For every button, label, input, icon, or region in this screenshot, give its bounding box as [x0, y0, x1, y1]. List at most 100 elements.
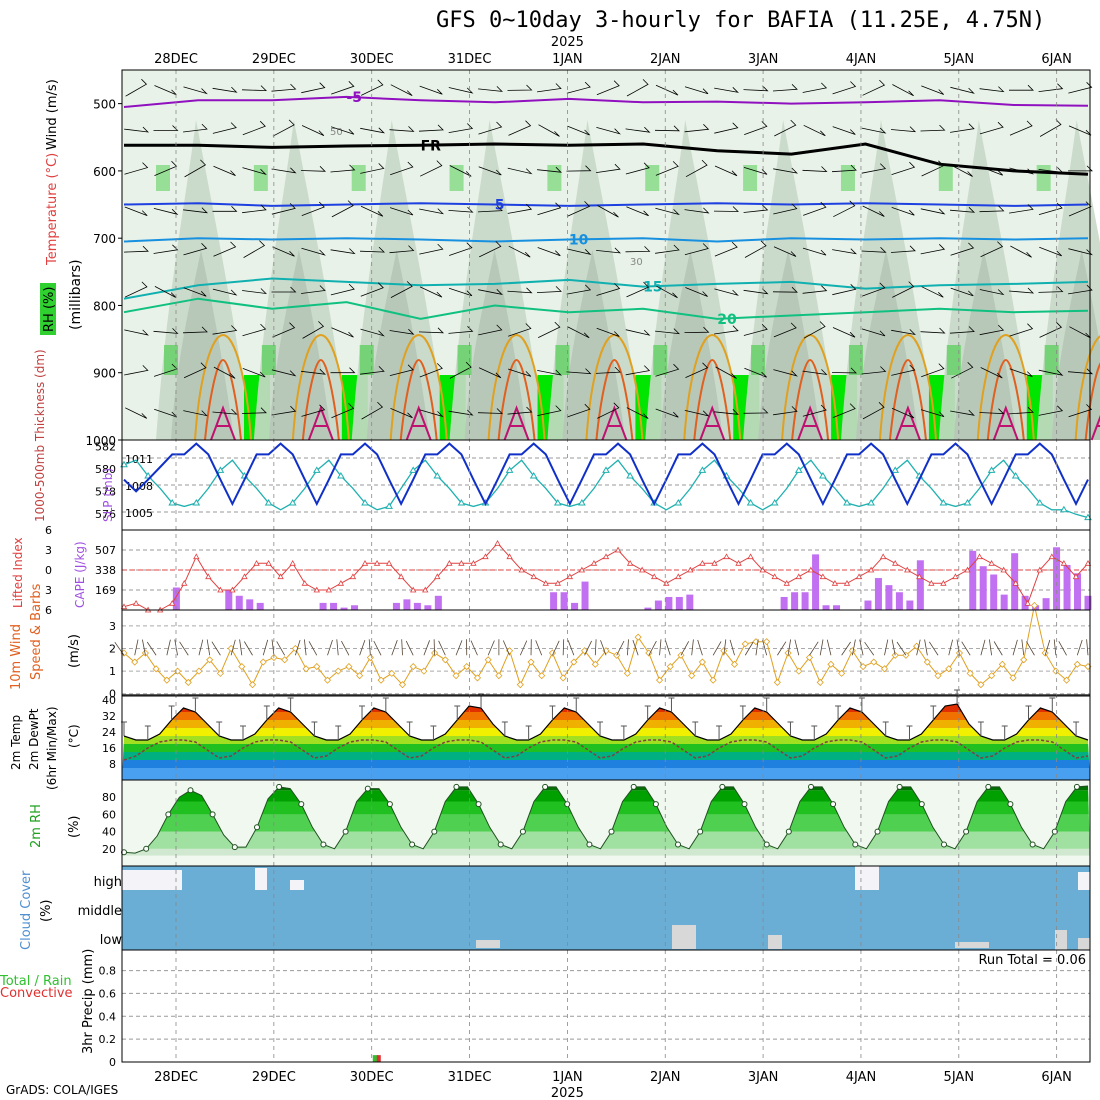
wind-barb [212, 122, 237, 134]
wind-barb [478, 86, 503, 92]
wind-barb [301, 404, 326, 417]
rh-series-line [123, 785, 1089, 854]
rh-point [896, 783, 903, 790]
wind-speed-point [730, 660, 739, 668]
hot-isotherm-plume-3 [497, 358, 536, 441]
rh-mid-patch-0 [156, 165, 170, 191]
wind-barb [271, 286, 297, 293]
surface-wind-barb [239, 639, 243, 656]
cape-bar [812, 554, 820, 610]
warm-isotherm-plume-0 [194, 333, 252, 441]
wind-barb [1008, 287, 1035, 294]
wind-barb [1068, 165, 1093, 172]
rh-point [630, 783, 637, 790]
temp-band-18 [122, 736, 1090, 744]
wind-barb [921, 363, 945, 378]
surface-max-marker-2 [405, 405, 432, 441]
surface-wind-barb [961, 641, 971, 656]
wind-barb [743, 167, 768, 175]
wind-barb [272, 246, 295, 257]
wind-barb [803, 201, 827, 216]
rh-moist-patch-2 [359, 345, 374, 375]
wind-barb [744, 367, 767, 378]
rh-point [985, 783, 992, 790]
wind-barb [507, 167, 533, 175]
wind-speed-point [452, 672, 460, 680]
wind-barb [478, 324, 503, 336]
li-point [422, 586, 429, 593]
li-point [699, 560, 706, 566]
wind-barb [123, 245, 149, 253]
rh-contour-label-30: 30 [630, 257, 643, 268]
wind-speed-point [977, 681, 985, 689]
wind-barb [536, 286, 562, 293]
li-point [301, 580, 308, 586]
bottom-date-label: 30DEC [350, 1070, 394, 1085]
rh-moist-patch-0 [164, 345, 178, 375]
thickness-point [843, 499, 851, 506]
cape-tick-507: 507 [95, 544, 116, 557]
cape-bar [1042, 598, 1050, 610]
surface-wind-barb [1026, 641, 1035, 656]
cape-bar [571, 602, 579, 610]
wind-speed-point [216, 669, 224, 677]
wind-barb [567, 125, 590, 136]
wind-speed-point [248, 681, 257, 689]
ylabel-speed-barbs: Speed & Barbs [29, 583, 44, 680]
wind-barb [655, 363, 680, 377]
cape-bar [434, 595, 442, 610]
wind-barb [124, 281, 148, 298]
wind-barb [154, 85, 177, 96]
hot-isotherm-plume-2 [399, 358, 438, 441]
top-date-label: 28DEC [154, 52, 198, 67]
cape-bar [225, 589, 233, 610]
cape-bar [864, 600, 872, 610]
cape-bar [874, 578, 882, 610]
wind-barb [271, 167, 297, 174]
wind-speed-point [420, 667, 428, 675]
wind-barb [862, 282, 886, 297]
surface-wind-barb [948, 639, 953, 656]
wind-barb [892, 84, 914, 97]
ylabel-2m-dewpt: 2m DewPt [27, 708, 41, 770]
grads-credit: GrADS: COLA/IGES [6, 1083, 119, 1097]
surface-wind-barb [712, 641, 722, 656]
wind-speed-point [709, 676, 717, 684]
li-point [952, 573, 959, 580]
li-point [602, 553, 610, 560]
surface-wind-barb [487, 640, 495, 656]
cape-bar [990, 574, 998, 610]
wind-barb [743, 85, 769, 92]
top-date-label: 29DEC [252, 52, 296, 67]
surface-wind-barb [729, 639, 735, 656]
li-point [397, 573, 405, 580]
wind-barb [1068, 284, 1093, 295]
wind-barb [979, 121, 1004, 135]
li-point [626, 560, 634, 566]
thickness-point [939, 499, 948, 506]
li-point [783, 580, 790, 586]
rh-contour-label-50: 50 [330, 127, 343, 138]
wind-barb [508, 323, 532, 337]
wind-barb [920, 208, 946, 215]
li-point [879, 553, 887, 560]
rh-tick-80: 80 [102, 791, 116, 804]
wind-barb [980, 166, 1003, 176]
surface-wind-barb [993, 641, 1003, 656]
ylabel-rh-swatch [40, 283, 56, 335]
surface-wind-barb [632, 639, 639, 656]
wind-barb [596, 247, 621, 254]
rh-point [209, 811, 216, 818]
surface-wind-barb [294, 639, 301, 656]
wind-speed-point [463, 663, 471, 671]
rh-point [409, 841, 416, 848]
hot-isotherm-plume-6 [791, 358, 830, 441]
wind-barb [1008, 407, 1034, 415]
thickness-point [385, 502, 393, 509]
li-point [1036, 566, 1043, 573]
rh-point [364, 785, 371, 792]
cape-bar [654, 600, 662, 610]
top-date-label: 30DEC [350, 52, 394, 67]
bottom-date-label: 3JAN [748, 1070, 779, 1085]
rh-moist-patch-4 [555, 345, 570, 375]
